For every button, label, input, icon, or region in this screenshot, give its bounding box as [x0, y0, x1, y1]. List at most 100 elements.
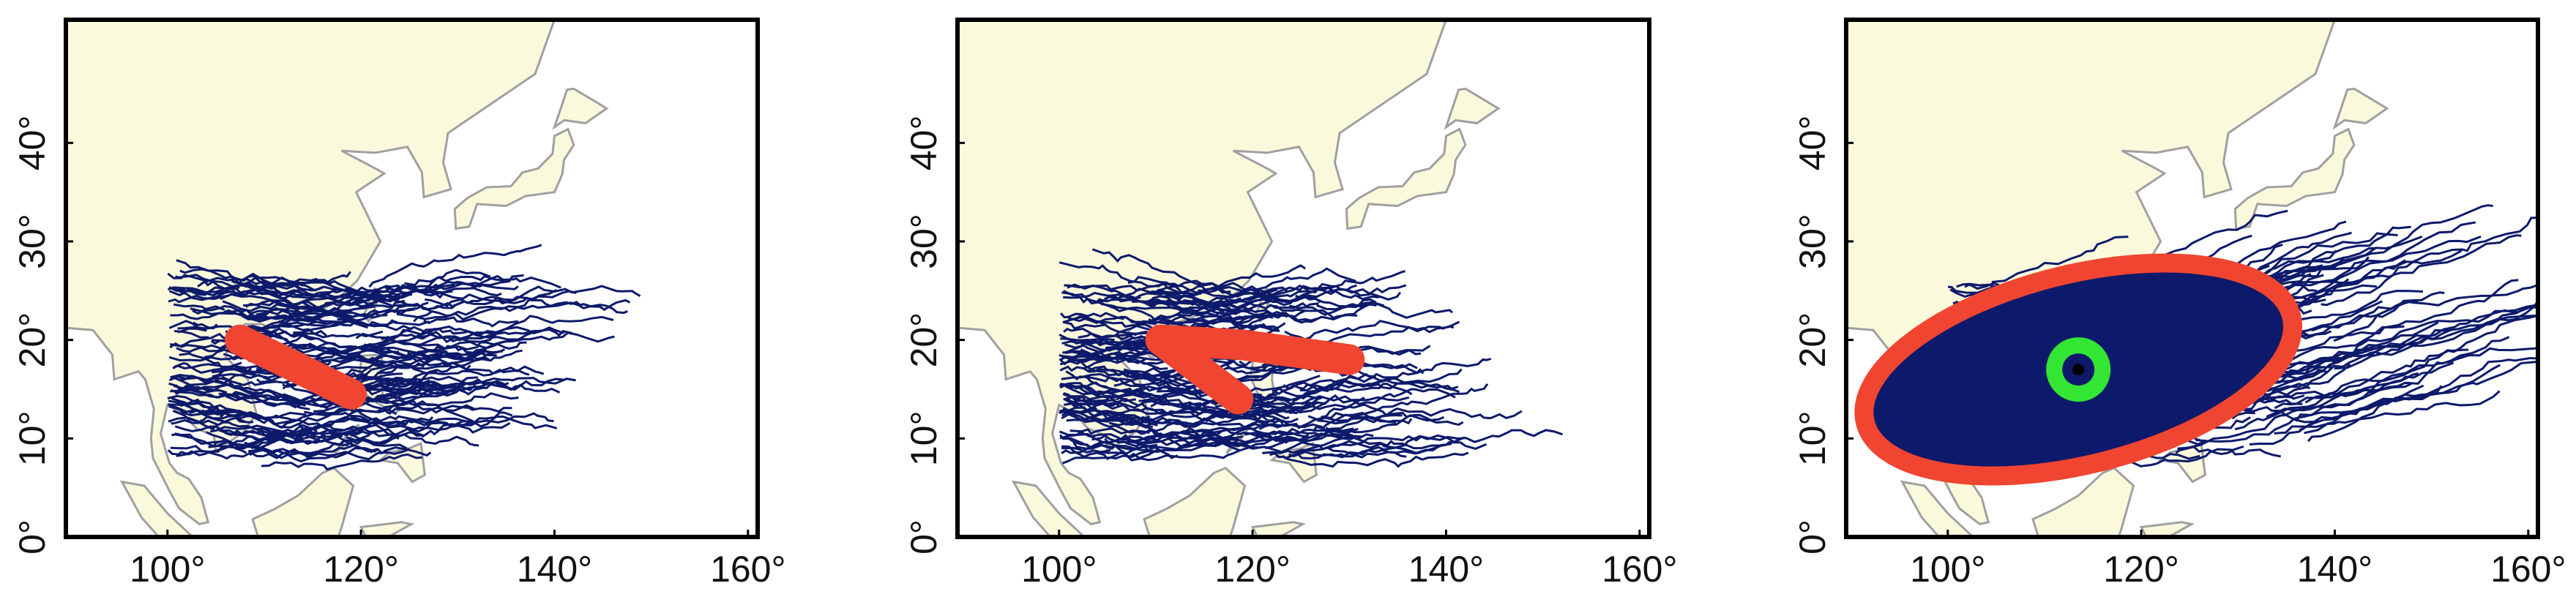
ellipse-ring — [1854, 253, 2302, 486]
track — [285, 443, 373, 454]
track — [176, 259, 348, 293]
track — [1244, 399, 1329, 414]
track — [411, 412, 554, 433]
track — [1078, 303, 1236, 339]
map-panel: 100° 120° 140° 160° 0° 10° 20° 30° 40° — [1792, 18, 2566, 590]
plot-frame — [64, 18, 760, 539]
track — [412, 411, 513, 437]
track — [1123, 298, 1319, 325]
track — [206, 427, 381, 448]
track — [387, 375, 518, 391]
track — [261, 453, 422, 471]
track — [2307, 361, 2538, 443]
track — [1067, 383, 1144, 397]
track — [173, 361, 242, 374]
track — [278, 411, 476, 429]
land — [1900, 480, 1975, 537]
track — [381, 328, 573, 343]
track — [1262, 440, 1452, 455]
map-panel: 100° 120° 140° 160° 0° 10° 20° 30° 40° — [12, 18, 785, 590]
y-tick-label: 40° — [1792, 116, 1833, 171]
track — [2304, 390, 2501, 435]
track — [1295, 290, 1381, 301]
track — [231, 279, 398, 300]
x-tick-label: 160° — [1602, 549, 1677, 590]
track — [1150, 397, 1365, 416]
y-tick-label: 20° — [12, 312, 53, 368]
x-tick-label: 140° — [517, 549, 592, 590]
track — [168, 401, 247, 416]
track — [1061, 354, 1168, 370]
track — [332, 297, 432, 312]
land — [1345, 127, 1467, 230]
track — [173, 384, 228, 394]
y-tick-label: 40° — [903, 116, 944, 171]
track — [241, 304, 417, 321]
track — [168, 320, 216, 330]
track — [1226, 440, 1407, 459]
track — [171, 418, 314, 440]
y-tick-label: 0° — [1792, 519, 1833, 555]
mean-track — [1145, 324, 1365, 415]
land — [1143, 466, 1247, 537]
track — [406, 349, 523, 362]
track — [1109, 411, 1299, 427]
track — [2177, 372, 2419, 450]
land — [2332, 87, 2389, 130]
track — [167, 394, 296, 426]
land — [2031, 466, 2135, 537]
plot-frame — [1844, 18, 2540, 539]
track — [2299, 385, 2443, 432]
x-tick-label: 140° — [1408, 549, 1484, 590]
track — [2287, 325, 2405, 364]
track — [1063, 391, 1116, 406]
track — [192, 305, 302, 323]
land — [119, 480, 195, 537]
track — [1062, 290, 1132, 305]
y-tick-label: 40° — [12, 116, 53, 171]
land — [251, 466, 355, 537]
land — [1250, 521, 1307, 537]
track — [385, 404, 476, 415]
track — [1083, 419, 1244, 443]
x-tick-label: 100° — [1021, 549, 1097, 590]
track — [1063, 436, 1154, 455]
track — [201, 377, 328, 402]
track — [227, 391, 346, 409]
x-tick-label: 100° — [130, 549, 205, 590]
track — [1087, 365, 1192, 374]
track — [168, 404, 245, 423]
track — [1329, 429, 1563, 449]
mean-track — [224, 324, 367, 410]
track — [1063, 291, 1141, 300]
track — [244, 299, 388, 317]
track — [413, 290, 577, 323]
land — [552, 87, 609, 130]
track — [1991, 236, 2129, 283]
map-panel: 100° 120° 140° 160° 0° 10° 20° 30° 40° — [903, 18, 1677, 590]
land — [2158, 441, 2206, 484]
track — [2333, 283, 2538, 342]
track — [2318, 314, 2538, 399]
track — [172, 363, 253, 373]
track — [1288, 434, 1466, 459]
track — [1269, 451, 1469, 468]
x-tick-label: 140° — [2297, 549, 2372, 590]
track — [1272, 381, 1413, 396]
y-tick-label: 0° — [903, 519, 944, 555]
track — [170, 308, 275, 320]
x-tick-label: 120° — [1214, 549, 1290, 590]
track — [209, 424, 318, 436]
track — [1067, 314, 1280, 332]
track — [336, 368, 530, 396]
track — [1063, 327, 1115, 342]
track — [2233, 308, 2524, 397]
track — [1061, 446, 1164, 459]
track — [2275, 299, 2538, 372]
track — [1061, 410, 1187, 426]
track — [2308, 291, 2445, 331]
plot-frame — [955, 18, 1651, 539]
y-tick-label: 30° — [903, 214, 944, 269]
track — [170, 445, 310, 460]
